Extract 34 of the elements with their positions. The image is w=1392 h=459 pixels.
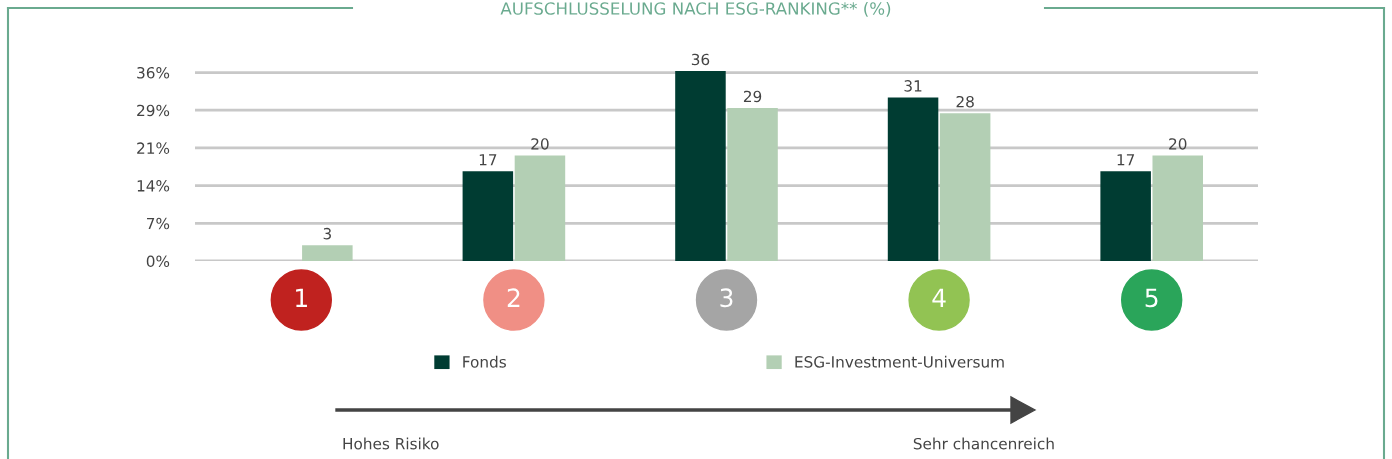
data-label: 17 — [479, 154, 497, 166]
y-tick-label: 21% — [137, 142, 170, 154]
y-tick-label: 0% — [146, 255, 170, 268]
bar — [887, 97, 939, 261]
data-label: 29 — [743, 90, 762, 103]
y-tick-label: 29% — [137, 104, 170, 117]
data-label: 3 — [323, 227, 331, 240]
x-tick-label: 2 — [507, 288, 520, 307]
x-tick-label: 1 — [296, 288, 307, 307]
bar — [302, 245, 353, 261]
y-tick-label: 36% — [137, 67, 170, 79]
x-tick-label: 3 — [720, 288, 733, 308]
data-label: 20 — [1169, 138, 1187, 150]
bar — [939, 113, 991, 261]
data-label: 28 — [956, 95, 974, 108]
data-label: 36 — [691, 53, 710, 66]
x-tick-label: 5 — [1145, 288, 1158, 308]
data-label: 20 — [531, 138, 549, 150]
bar — [1152, 155, 1204, 261]
x-tick-label: 4 — [932, 288, 946, 307]
text: Hohes Risiko — [343, 437, 439, 450]
text: Sehr chancenreich — [913, 437, 1054, 450]
bar — [514, 155, 566, 261]
legend-label: Fonds — [463, 355, 506, 368]
chart-title: AUFSCHLUSSELUNG NACH ESG-RANKING** (%) — [500, 1, 891, 17]
y-tick-label: 7% — [147, 217, 170, 230]
bar — [675, 71, 726, 261]
bar — [1100, 171, 1151, 261]
data-label: 17 — [1117, 154, 1135, 166]
legend-label: ESG-Investment-Universum — [795, 355, 1004, 368]
bar — [727, 107, 778, 261]
bar — [462, 171, 514, 261]
data-label: 31 — [904, 80, 922, 92]
y-tick-label: 14% — [137, 180, 170, 192]
